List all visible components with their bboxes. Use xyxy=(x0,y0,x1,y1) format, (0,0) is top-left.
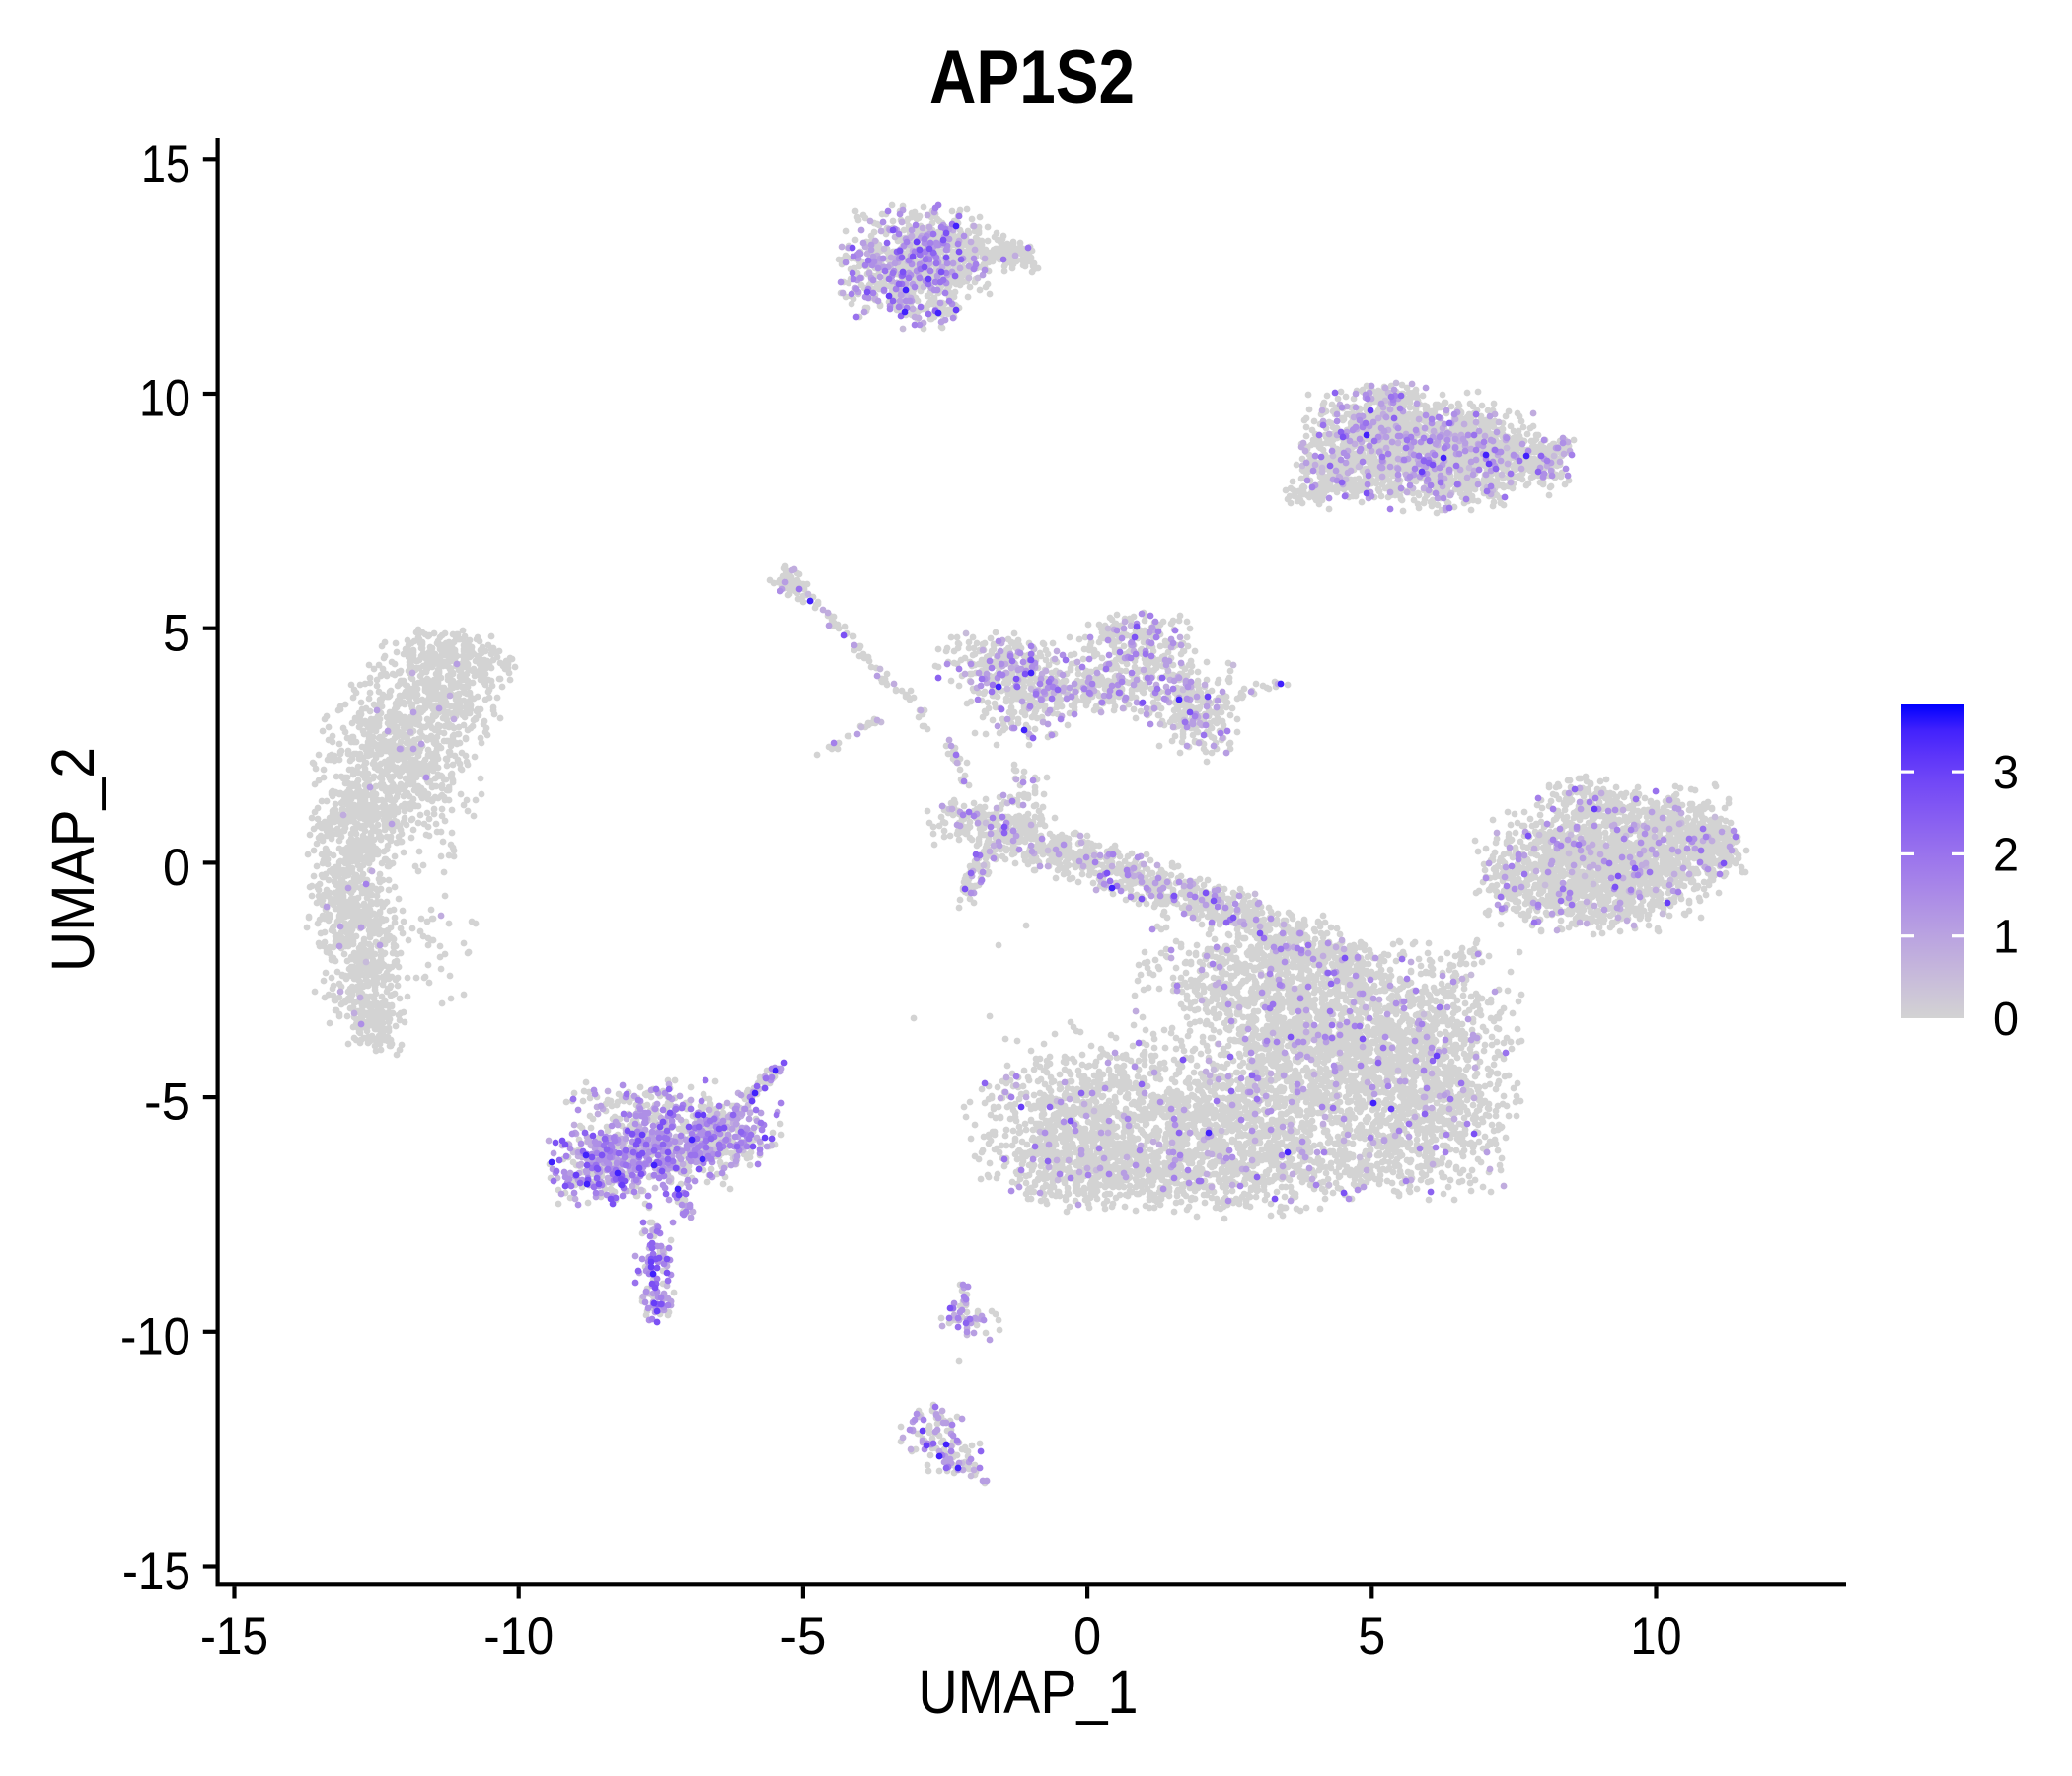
svg-text:10: 10 xyxy=(139,370,190,428)
svg-text:15: 15 xyxy=(141,135,190,193)
svg-text:-10: -10 xyxy=(120,1307,190,1366)
svg-text:3: 3 xyxy=(1993,747,2019,799)
svg-text:-10: -10 xyxy=(483,1607,554,1665)
svg-text:5: 5 xyxy=(1358,1607,1385,1665)
svg-text:UMAP_1: UMAP_1 xyxy=(919,1659,1139,1726)
svg-text:-5: -5 xyxy=(144,1073,190,1132)
svg-text:5: 5 xyxy=(163,604,190,662)
svg-text:0: 0 xyxy=(1993,994,2019,1046)
svg-text:-15: -15 xyxy=(122,1542,190,1600)
svg-text:0: 0 xyxy=(163,839,190,897)
svg-text:UMAP_2: UMAP_2 xyxy=(39,747,107,972)
svg-text:0: 0 xyxy=(1073,1607,1101,1665)
svg-text:-15: -15 xyxy=(200,1607,268,1665)
svg-text:-5: -5 xyxy=(779,1607,826,1665)
svg-text:AP1S2: AP1S2 xyxy=(929,36,1135,119)
svg-text:2: 2 xyxy=(1993,829,2019,881)
svg-text:10: 10 xyxy=(1631,1607,1682,1665)
svg-text:1: 1 xyxy=(1993,912,2019,964)
